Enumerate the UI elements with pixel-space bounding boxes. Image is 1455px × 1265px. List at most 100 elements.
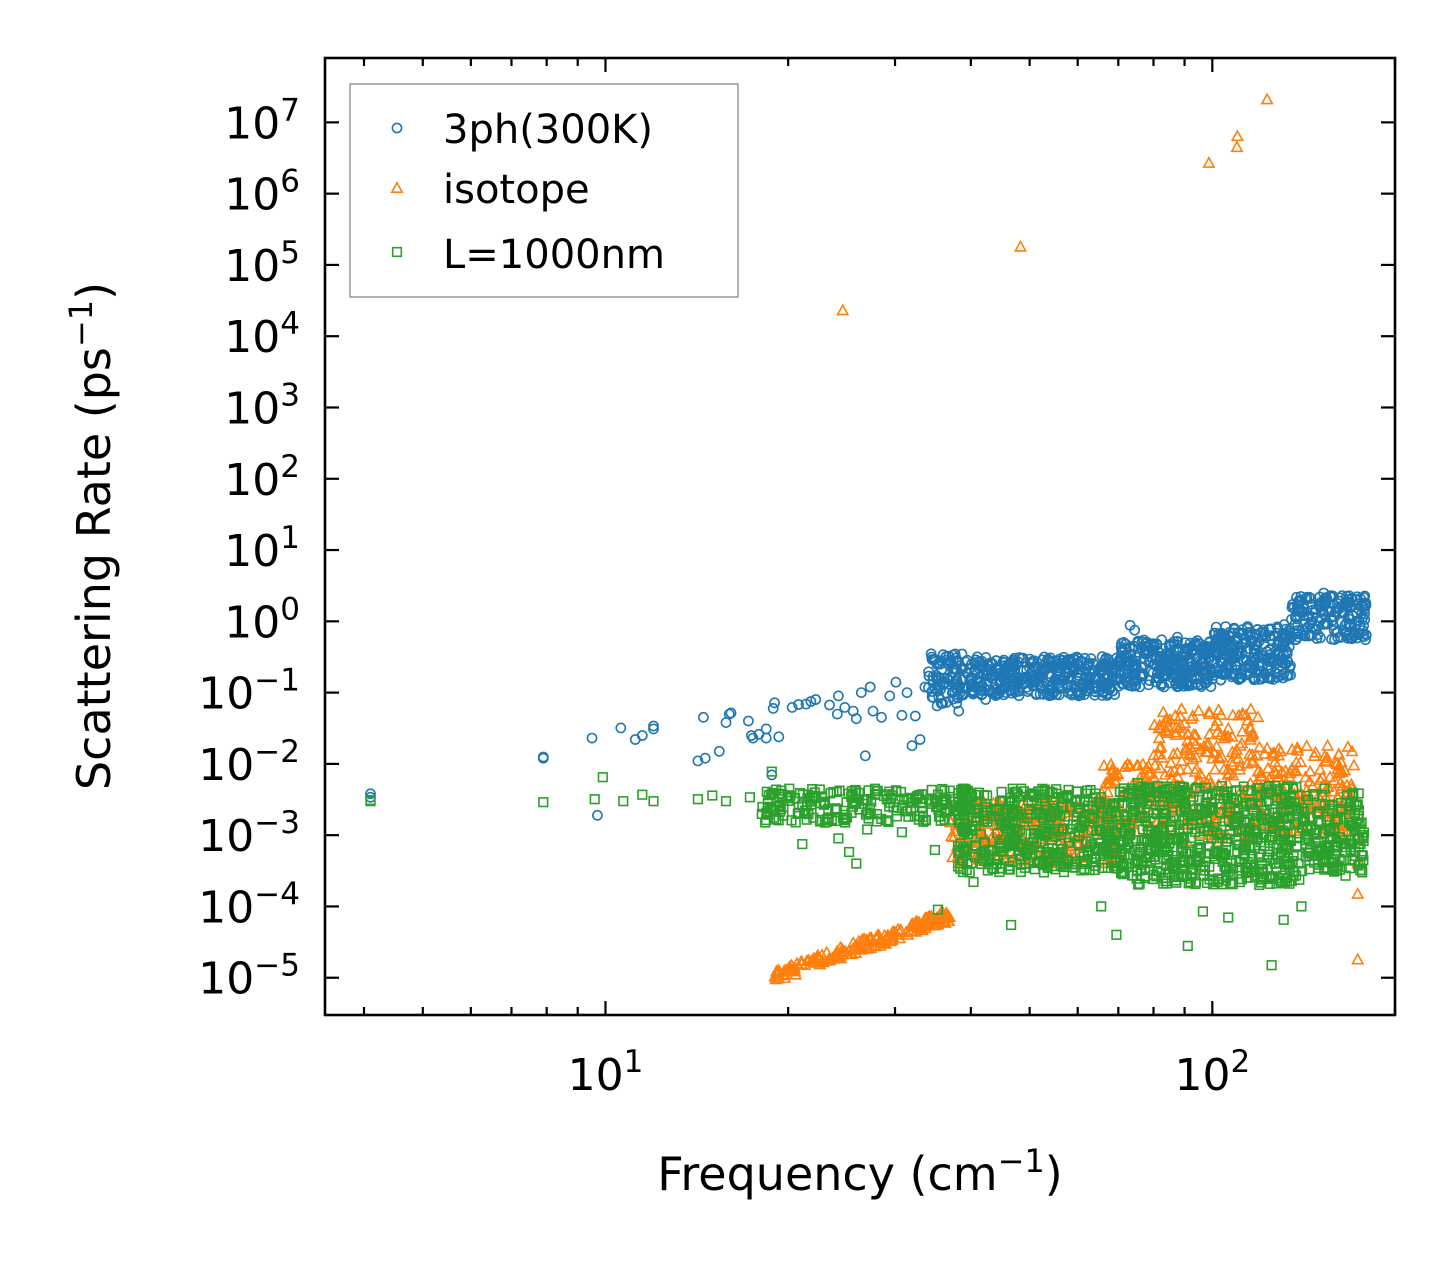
circle-point <box>1182 653 1194 664</box>
circle-point <box>890 676 902 688</box>
square-point <box>1208 875 1219 886</box>
square-point <box>989 853 1000 864</box>
circle-point <box>1130 680 1142 691</box>
square-point <box>1221 844 1232 856</box>
triangle-point <box>1164 765 1178 778</box>
y-tick-label: 106 <box>224 164 300 221</box>
square-point <box>929 794 940 805</box>
square-point <box>1202 789 1214 801</box>
square-point <box>926 784 937 795</box>
triangle-point <box>1123 758 1137 771</box>
square-point <box>1318 828 1330 839</box>
square-point <box>1280 783 1291 794</box>
square-point <box>1035 847 1047 858</box>
square-point <box>1096 901 1107 912</box>
triangle-point <box>1340 778 1354 791</box>
square-point <box>1191 782 1202 793</box>
circle-point <box>1205 681 1217 693</box>
square-point <box>1003 840 1014 851</box>
circle-point <box>1123 657 1134 669</box>
square-point <box>929 844 940 856</box>
square-point <box>1132 850 1143 861</box>
square-point <box>1297 803 1308 814</box>
circle-point <box>940 651 952 662</box>
square-point <box>1084 865 1095 876</box>
circle-point <box>1226 661 1238 672</box>
square-point <box>935 811 946 822</box>
circle-point <box>1318 619 1329 630</box>
circle-point <box>1210 664 1222 676</box>
circle-point <box>1143 679 1155 691</box>
square-point <box>1263 781 1274 792</box>
legend-triangle-marker <box>390 181 404 193</box>
circle-point <box>1186 679 1198 691</box>
square-point <box>1165 815 1176 826</box>
circle-point <box>1251 640 1262 652</box>
triangle-point <box>1210 713 1224 726</box>
circle-point <box>1124 642 1135 653</box>
circle-point <box>1142 640 1154 652</box>
triangle-point <box>1217 762 1231 775</box>
triangle-point <box>1158 768 1172 780</box>
square-point <box>1297 812 1308 823</box>
triangle-point <box>1183 747 1197 760</box>
triangle-point <box>1327 773 1341 786</box>
triangle-point <box>1121 757 1135 770</box>
square-point <box>597 772 608 783</box>
circle-point <box>966 658 977 670</box>
square-point <box>884 801 895 812</box>
square-point <box>1137 824 1148 835</box>
square-point <box>1340 870 1351 881</box>
square-point <box>1137 812 1148 823</box>
square-point <box>1139 835 1150 846</box>
circle-point <box>994 664 1005 676</box>
circle-point <box>947 667 959 679</box>
circle-point <box>743 715 754 727</box>
triangle-point <box>1189 728 1203 740</box>
square-point <box>1177 851 1189 862</box>
circle-point <box>1263 662 1274 674</box>
triangle-point <box>1218 731 1232 744</box>
square-point <box>983 859 994 870</box>
square-point <box>959 783 970 794</box>
circle-point <box>1272 647 1283 658</box>
square-point <box>1229 819 1240 830</box>
square-point <box>1073 802 1084 813</box>
circle-point <box>793 699 804 710</box>
square-point <box>1218 879 1229 890</box>
square-point <box>1269 780 1280 791</box>
circle-point <box>1296 629 1308 641</box>
square-point <box>1134 848 1145 859</box>
square-point <box>923 794 935 805</box>
square-point <box>1353 810 1364 822</box>
square-point <box>744 792 755 803</box>
circle-point <box>1182 642 1194 654</box>
square-point <box>1301 790 1312 801</box>
square-point <box>1069 862 1081 873</box>
circle-point <box>586 732 598 744</box>
square-point <box>1288 783 1299 794</box>
circle-point <box>936 664 948 675</box>
square-point <box>1238 807 1249 819</box>
triangle-point <box>1148 758 1162 771</box>
square-point <box>881 815 892 826</box>
circle-point <box>1114 666 1126 678</box>
square-point <box>1042 826 1053 837</box>
triangle-point <box>1210 725 1224 738</box>
square-point <box>1160 876 1171 887</box>
triangle-point <box>1275 765 1289 778</box>
square-point <box>1048 806 1060 817</box>
x-axis-label: Frequency (cm−1) <box>657 1142 1062 1201</box>
square-point <box>1279 813 1290 824</box>
square-point <box>1195 823 1206 834</box>
circle-point <box>1228 627 1239 639</box>
square-point <box>1336 855 1347 867</box>
square-point <box>851 858 862 869</box>
square-point <box>1031 857 1042 868</box>
legend-marker-triangle <box>390 181 404 193</box>
triangle-point <box>1229 743 1244 755</box>
circle-point <box>767 703 779 714</box>
square-point <box>1071 820 1082 831</box>
legend-square-marker <box>391 246 403 258</box>
square-point <box>789 793 801 804</box>
